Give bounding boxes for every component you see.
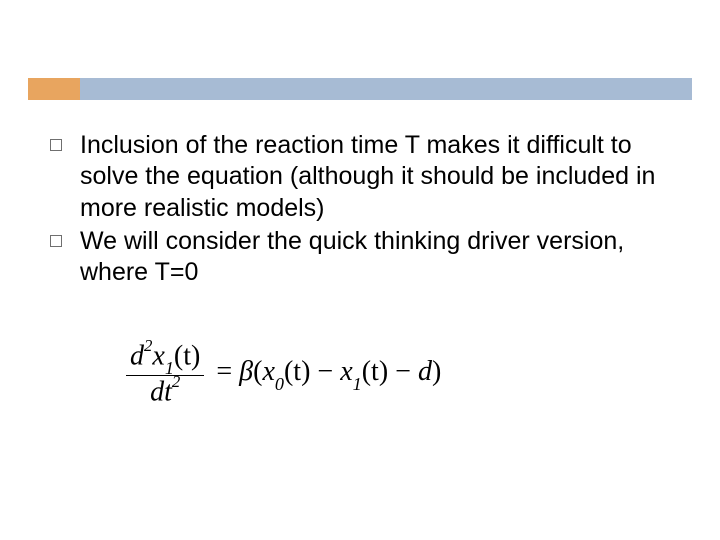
bullet-list: Inclusion of the reaction time T makes i… (50, 130, 670, 288)
eq-paren-t: (t) (362, 356, 388, 387)
list-item: We will consider the quick thinking driv… (50, 226, 670, 289)
eq-beta: β (239, 356, 253, 387)
bullet-icon (50, 139, 62, 151)
eq-minus: − (388, 356, 418, 387)
eq-x: x (152, 340, 164, 371)
fraction: d2x1(t) dt2 (126, 340, 204, 408)
eq-equals: = (216, 356, 239, 387)
eq-sub-1: 1 (353, 374, 362, 394)
header-main (80, 78, 692, 100)
header-accent (28, 78, 80, 100)
bullet-icon (50, 235, 62, 247)
fraction-numerator: d2x1(t) (126, 340, 204, 376)
bullet-text: Inclusion of the reaction time T makes i… (80, 130, 670, 224)
eq-sup-2: 2 (144, 336, 152, 355)
fraction-denominator: dt2 (146, 376, 184, 408)
eq-x1: x (340, 356, 352, 387)
list-item: Inclusion of the reaction time T makes i… (50, 130, 670, 224)
equation-body: d2x1(t) dt2 = β(x0(t) − x1(t) − d) (120, 340, 441, 408)
eq-close-paren: ) (432, 356, 441, 387)
slide-content: Inclusion of the reaction time T makes i… (50, 130, 670, 290)
eq-sub-0: 0 (275, 374, 284, 394)
eq-paren-t: (t) (284, 356, 310, 387)
eq-minus: − (310, 356, 340, 387)
eq-d-term: d (418, 356, 432, 387)
eq-sup-2: 2 (172, 372, 180, 391)
equation: d2x1(t) dt2 = β(x0(t) − x1(t) − d) (120, 340, 441, 408)
header-bar (28, 78, 692, 100)
eq-dt: dt (150, 376, 172, 407)
eq-paren-t: (t) (174, 340, 200, 371)
bullet-text: We will consider the quick thinking driv… (80, 226, 670, 289)
eq-d: d (130, 340, 144, 371)
eq-x0: x (262, 356, 274, 387)
equation-rhs: = β(x0(t) − x1(t) − d) (216, 356, 441, 392)
